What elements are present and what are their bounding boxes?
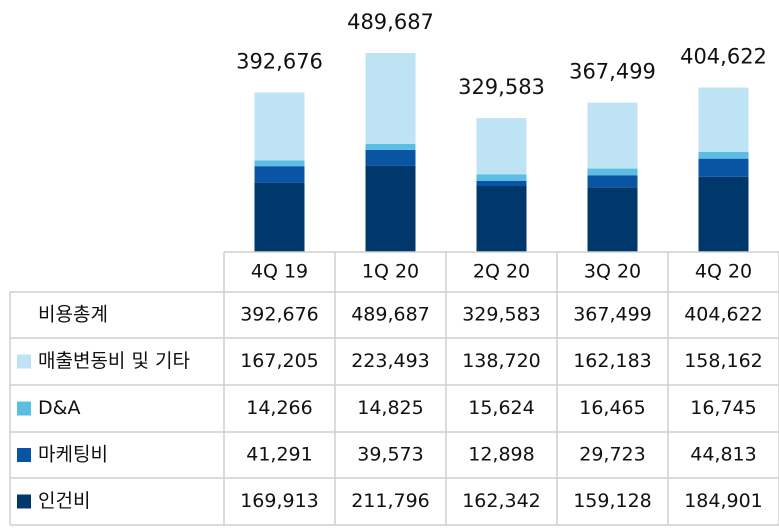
bar-segment [254, 166, 305, 183]
bar-segment [476, 174, 527, 181]
column-header: 3Q 20 [584, 261, 641, 283]
bar-segment [698, 176, 749, 252]
cell-value: 12,898 [468, 444, 534, 466]
bar-segment [365, 149, 416, 166]
total-label: 392,676 [236, 49, 323, 73]
cell-value: 367,499 [573, 304, 652, 326]
cell-value: 16,745 [690, 397, 756, 419]
legend-swatch [17, 494, 31, 509]
cell-value: 184,901 [684, 490, 763, 512]
bar-segment [476, 180, 527, 187]
total-label: 367,499 [569, 60, 656, 84]
cell-value: 329,583 [462, 304, 541, 326]
cell-value: 16,465 [579, 397, 645, 419]
cell-value: 39,573 [357, 444, 423, 466]
legend-swatch [17, 354, 31, 369]
cell-value: 167,205 [240, 350, 319, 372]
cell-value: 138,720 [462, 350, 541, 372]
cell-value: 211,796 [351, 490, 430, 512]
bar-segment [698, 158, 749, 177]
cell-value: 223,493 [351, 350, 430, 372]
cell-value: 162,183 [573, 350, 652, 372]
column-header: 4Q 20 [695, 261, 752, 283]
total-label: 489,687 [347, 10, 434, 34]
bar-segment [587, 175, 638, 188]
cell-value: 159,128 [573, 490, 652, 512]
row-label: 마케팅비 [38, 444, 108, 466]
cell-value: 41,291 [246, 444, 312, 466]
cell-value: 489,687 [351, 304, 430, 326]
cell-value: 404,622 [684, 304, 763, 326]
bar-segment [365, 53, 416, 144]
cell-value: 14,825 [357, 397, 423, 419]
bar-segment [365, 165, 416, 252]
legend-swatch [17, 448, 31, 462]
bar-segment [365, 143, 416, 150]
bar-segment [587, 187, 638, 252]
legend-swatch [17, 401, 31, 416]
bar-segment [254, 92, 305, 161]
bar-segment [476, 118, 527, 175]
column-header: 2Q 20 [473, 261, 530, 283]
cell-value: 14,266 [246, 397, 312, 419]
cell-value: 44,813 [690, 444, 756, 466]
row-label: 인건비 [38, 490, 90, 512]
cell-value: 162,342 [462, 490, 541, 512]
total-label: 404,622 [680, 45, 767, 69]
row-label: 비용총계 [38, 304, 108, 326]
total-label: 329,583 [458, 75, 545, 99]
bar-segment [254, 182, 305, 252]
column-header: 4Q 19 [251, 261, 308, 283]
bar-segment [587, 102, 638, 169]
cell-value: 15,624 [468, 397, 534, 419]
cell-value: 29,723 [579, 444, 645, 466]
cell-value: 158,162 [684, 350, 763, 372]
cell-value: 169,913 [240, 490, 319, 512]
bar-segment [254, 160, 305, 167]
column-header: 1Q 20 [362, 261, 419, 283]
row-label: D&A [38, 397, 80, 419]
bar-segment [587, 168, 638, 176]
bar-segment [698, 87, 749, 152]
cell-value: 392,676 [240, 304, 319, 326]
bar-segment [476, 186, 527, 252]
bar-segment [698, 151, 749, 159]
row-label: 매출변동비 및 기타 [38, 350, 190, 372]
